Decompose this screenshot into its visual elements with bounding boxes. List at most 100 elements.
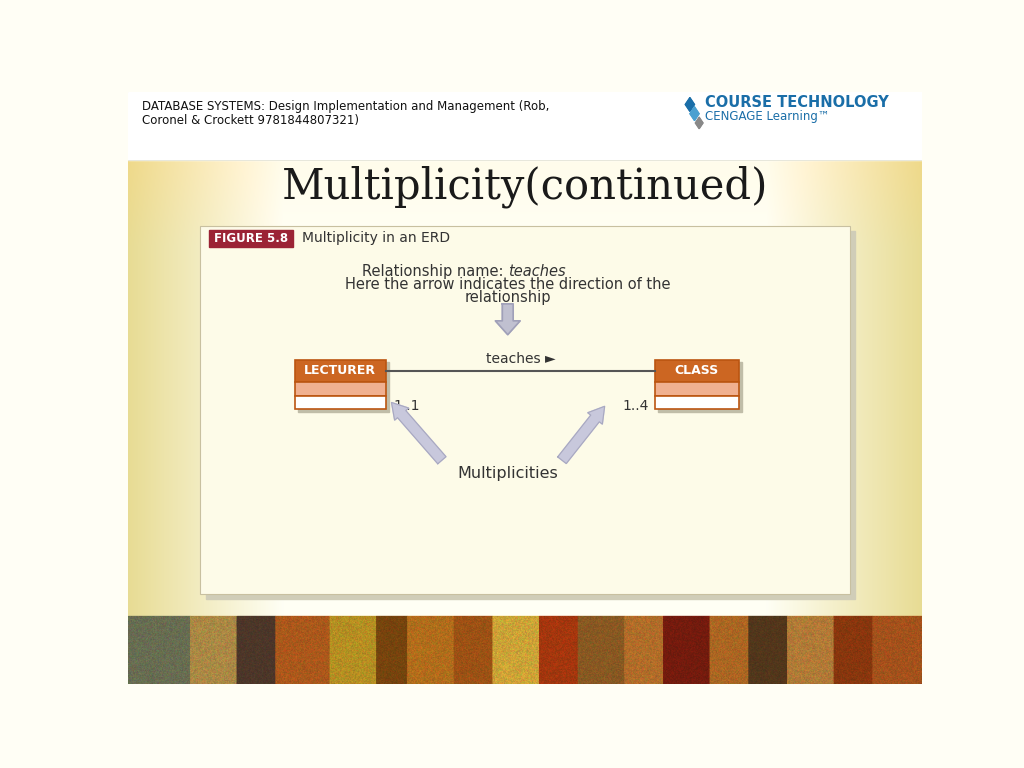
Bar	[128, 92, 180, 616]
Bar	[128, 92, 169, 616]
Bar	[128, 584, 922, 586]
Bar	[128, 92, 201, 616]
Bar	[493, 616, 539, 684]
Bar	[128, 92, 135, 616]
Text: DATABASE SYSTEMS: Design Implementation and Management (Rob,: DATABASE SYSTEMS: Design Implementation …	[142, 100, 549, 113]
Bar	[128, 577, 922, 579]
Bar	[128, 561, 922, 563]
Bar	[128, 92, 169, 616]
Text: Here the arrow indicates the direction of the: Here the arrow indicates the direction o…	[345, 277, 671, 292]
Bar	[128, 92, 183, 616]
Bar	[128, 538, 922, 540]
Bar	[128, 92, 167, 616]
Bar	[295, 360, 386, 382]
Bar	[128, 92, 134, 616]
Bar	[128, 92, 145, 616]
Bar	[128, 92, 154, 616]
Bar	[128, 549, 922, 551]
Text: CENGAGE Learning™: CENGAGE Learning™	[706, 110, 830, 123]
Bar	[128, 92, 187, 616]
Bar	[128, 92, 194, 616]
Bar	[128, 92, 164, 616]
Bar	[539, 616, 578, 684]
Bar	[128, 92, 188, 616]
Bar	[128, 92, 193, 616]
Bar	[128, 92, 195, 616]
Bar	[330, 616, 376, 684]
Text: teaches: teaches	[508, 264, 565, 279]
Bar	[128, 92, 922, 616]
Text: Relationship name:: Relationship name:	[361, 264, 508, 279]
Bar	[128, 574, 922, 577]
Bar	[128, 92, 143, 616]
Bar	[275, 616, 330, 684]
Bar	[128, 92, 173, 616]
Bar	[128, 616, 190, 684]
Bar	[128, 92, 194, 616]
Text: 1..4: 1..4	[623, 399, 649, 412]
Bar	[206, 230, 855, 599]
Bar	[128, 92, 148, 616]
Bar	[128, 92, 161, 616]
Bar	[128, 92, 196, 616]
Bar	[128, 92, 183, 616]
Bar	[128, 92, 189, 616]
Bar	[128, 92, 175, 616]
Bar	[128, 92, 171, 616]
Bar	[454, 616, 493, 684]
Bar	[128, 92, 198, 616]
Bar	[128, 92, 200, 616]
Bar	[128, 92, 139, 616]
Bar	[128, 92, 187, 616]
Bar	[128, 92, 179, 616]
Bar	[128, 92, 178, 616]
Bar	[128, 92, 168, 616]
Bar	[237, 616, 275, 684]
Polygon shape	[391, 402, 446, 464]
Bar	[128, 92, 157, 616]
Bar	[128, 92, 190, 616]
Bar	[655, 396, 738, 409]
Bar	[128, 525, 922, 528]
Bar	[128, 92, 136, 616]
Bar	[128, 92, 142, 616]
Bar	[128, 92, 137, 616]
Text: LECTURER: LECTURER	[304, 364, 377, 377]
Bar	[295, 382, 386, 396]
Bar	[128, 92, 191, 616]
Bar	[128, 542, 922, 545]
Bar	[128, 92, 156, 616]
Bar	[128, 545, 922, 547]
Bar	[128, 92, 185, 616]
Bar	[786, 616, 834, 684]
Text: FIGURE 5.8: FIGURE 5.8	[214, 232, 289, 245]
Bar	[128, 92, 203, 616]
Bar	[128, 92, 165, 616]
Bar	[128, 92, 190, 616]
Bar	[128, 92, 144, 616]
Bar	[128, 595, 922, 598]
Bar	[298, 362, 389, 412]
Bar	[128, 92, 162, 616]
Polygon shape	[695, 118, 703, 129]
Bar	[128, 92, 130, 616]
Bar	[128, 92, 178, 616]
Bar	[128, 92, 189, 616]
Bar	[128, 92, 131, 616]
Bar	[128, 581, 922, 584]
Bar	[128, 92, 197, 616]
Bar	[128, 92, 166, 616]
Bar	[128, 92, 158, 616]
Bar	[128, 92, 188, 616]
Bar	[128, 92, 194, 616]
Text: Multiplicities: Multiplicities	[458, 466, 558, 482]
Bar	[128, 92, 133, 616]
Bar	[128, 563, 922, 565]
Bar	[128, 611, 922, 614]
Bar	[128, 551, 922, 554]
Bar	[128, 92, 180, 616]
Bar	[128, 92, 148, 616]
Text: CLASS: CLASS	[675, 364, 719, 377]
Bar	[128, 92, 132, 616]
Bar	[128, 92, 182, 616]
